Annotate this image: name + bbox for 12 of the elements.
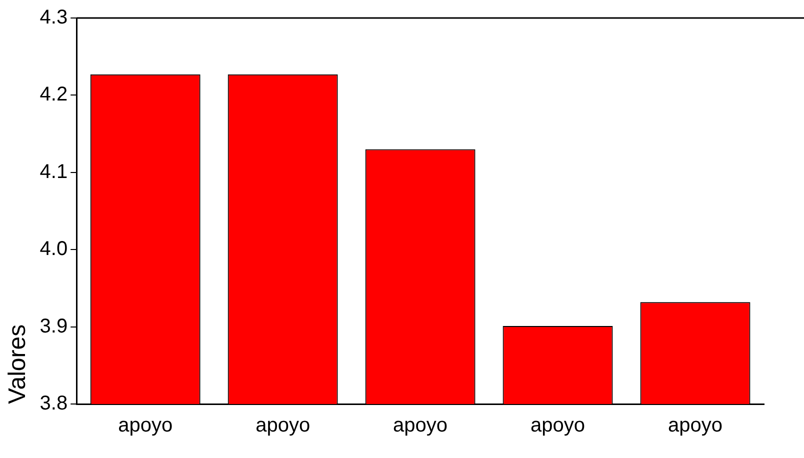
x-tick-label: apoyo xyxy=(668,414,723,437)
x-tick-label: apoyo xyxy=(256,414,310,437)
x-tick-label: apoyo xyxy=(393,414,448,437)
y-tick-label: 4.3 xyxy=(40,6,68,29)
y-tick-label: 4.2 xyxy=(40,84,68,106)
x-tick-label: apoyo xyxy=(530,414,586,437)
x-tick-label: apoyo xyxy=(118,414,173,437)
y-tick-label: 3.8 xyxy=(40,392,68,415)
y-tick-label: 4.1 xyxy=(40,160,68,183)
y-tick-label: 4.0 xyxy=(40,238,68,260)
y-axis-title: Valores xyxy=(4,324,32,404)
y-tick-label: 3.9 xyxy=(40,315,68,338)
